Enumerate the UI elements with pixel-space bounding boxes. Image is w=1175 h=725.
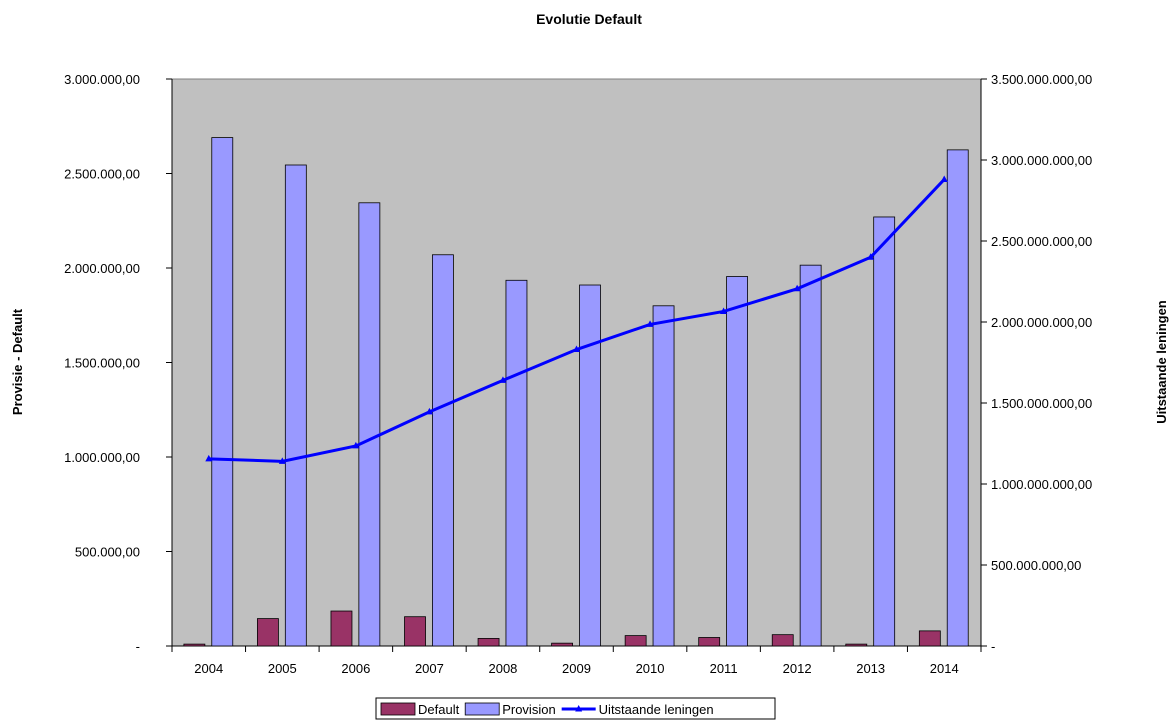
right-tick-label: 1.500.000.000,00 xyxy=(991,396,1092,411)
right-tick-label: 500.000.000,00 xyxy=(991,558,1081,573)
x-tick-label: 2012 xyxy=(783,661,812,676)
legend-label: Default xyxy=(418,702,460,717)
legend-label: Uitstaande leningen xyxy=(599,702,714,717)
x-tick-label: 2006 xyxy=(341,661,370,676)
bar-default xyxy=(404,616,426,647)
line-point-marker xyxy=(940,175,948,182)
line-point-marker xyxy=(793,284,801,292)
left-tick-label: 2.000.000,00 xyxy=(64,261,140,276)
left-tick-label: 2.500.000,00 xyxy=(64,167,140,182)
line-point-marker xyxy=(499,376,507,383)
line-point-marker xyxy=(352,441,360,449)
legend: Default Provision Uitstaande leningen xyxy=(375,697,776,720)
bar-default xyxy=(845,643,868,647)
x-tick-label: 2005 xyxy=(268,661,297,676)
bar-default xyxy=(771,634,794,647)
right-axis: - 500.000.000,00 1.000.000.000,00 1.500.000… xyxy=(980,72,1092,654)
x-tick-label: 2007 xyxy=(415,661,444,676)
bar-provision xyxy=(284,164,307,647)
right-axis-title: Uitstaande leningen xyxy=(1154,300,1169,424)
left-axis: - 500.000,00 1.000.000,00 1.500.000,00 2.000… xyxy=(64,72,173,654)
bar-provision xyxy=(358,202,381,647)
right-tick-label: - xyxy=(991,639,995,654)
bar-default xyxy=(698,637,721,647)
left-tick-label: 3.000.000,00 xyxy=(64,72,140,87)
x-tick-label: 2013 xyxy=(856,661,885,676)
legend-swatch xyxy=(380,702,416,716)
x-tick-label: 2004 xyxy=(194,661,223,676)
line-point-marker xyxy=(646,320,654,327)
x-axis: 2004 2005 2006 2007 2008 2009 2010 2011 2012 2013… xyxy=(171,645,982,676)
bar-default xyxy=(624,635,647,647)
bar-provision xyxy=(432,254,454,647)
line-point-marker xyxy=(867,253,875,260)
x-tick-label: 2008 xyxy=(488,661,517,676)
left-tick-label: 1.000.000,00 xyxy=(64,450,140,465)
line-point-marker xyxy=(425,407,433,415)
right-tick-label: 3.000.000.000,00 xyxy=(991,153,1092,168)
left-axis-title: Provisie - Default xyxy=(10,308,25,415)
right-tick-label: 1.000.000.000,00 xyxy=(991,477,1092,492)
bar-provision xyxy=(946,149,969,647)
bar-default xyxy=(330,610,353,647)
bar-default xyxy=(477,638,500,647)
line-point-marker xyxy=(720,307,728,314)
x-tick-label: 2010 xyxy=(636,661,665,676)
bar-provision xyxy=(211,137,234,647)
line-point-marker xyxy=(573,345,580,353)
bar-default xyxy=(551,642,573,647)
x-tick-label: 2011 xyxy=(710,661,738,676)
left-tick-label: 500.000,00 xyxy=(75,545,140,560)
right-tick-label: 3.500.000.000,00 xyxy=(991,72,1092,87)
left-tick-label: 1.500.000,00 xyxy=(64,356,140,371)
bar-provision xyxy=(726,276,748,647)
bar-provision xyxy=(579,284,601,647)
bar-default xyxy=(257,618,279,647)
bar-provision xyxy=(505,279,528,647)
left-tick-label: - xyxy=(136,639,140,654)
bar-series xyxy=(183,137,969,647)
legend-swatch xyxy=(464,702,500,716)
x-tick-label: 2009 xyxy=(562,661,591,676)
line-point-marker xyxy=(278,457,286,464)
legend-label: Provision xyxy=(502,702,555,717)
bar-provision xyxy=(652,305,675,647)
x-tick-label: 2014 xyxy=(930,661,959,676)
plot-area xyxy=(171,78,982,647)
line-series xyxy=(205,175,948,464)
bar-default xyxy=(183,643,206,647)
line-point-marker xyxy=(205,454,213,462)
bar-provision xyxy=(799,264,822,647)
right-tick-label: 2.000.000.000,00 xyxy=(991,315,1092,330)
bar-default xyxy=(918,630,941,647)
right-tick-label: 2.500.000.000,00 xyxy=(991,234,1092,249)
bar-provision xyxy=(873,216,896,647)
chart-title: Evolutie Default xyxy=(536,11,642,27)
legend-marker xyxy=(575,705,583,712)
